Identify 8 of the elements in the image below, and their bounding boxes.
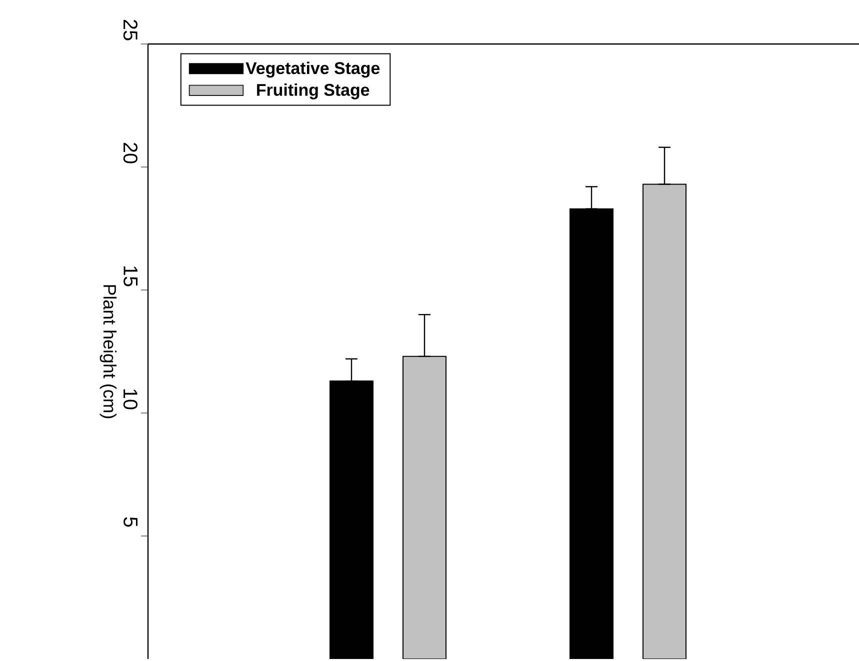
y-tick-label: 20 xyxy=(123,142,138,164)
y-tick-label: 15 xyxy=(124,266,138,286)
y-tick-label: 25 xyxy=(123,20,138,40)
y-tick-label: 5 xyxy=(124,517,138,527)
y-axis-title: Plant height (cm) xyxy=(100,285,117,418)
y-tick-label: 10 xyxy=(123,389,138,410)
legend-label: Vegetative Stage xyxy=(246,62,380,78)
legend-label: Fruiting Stage xyxy=(257,83,370,100)
